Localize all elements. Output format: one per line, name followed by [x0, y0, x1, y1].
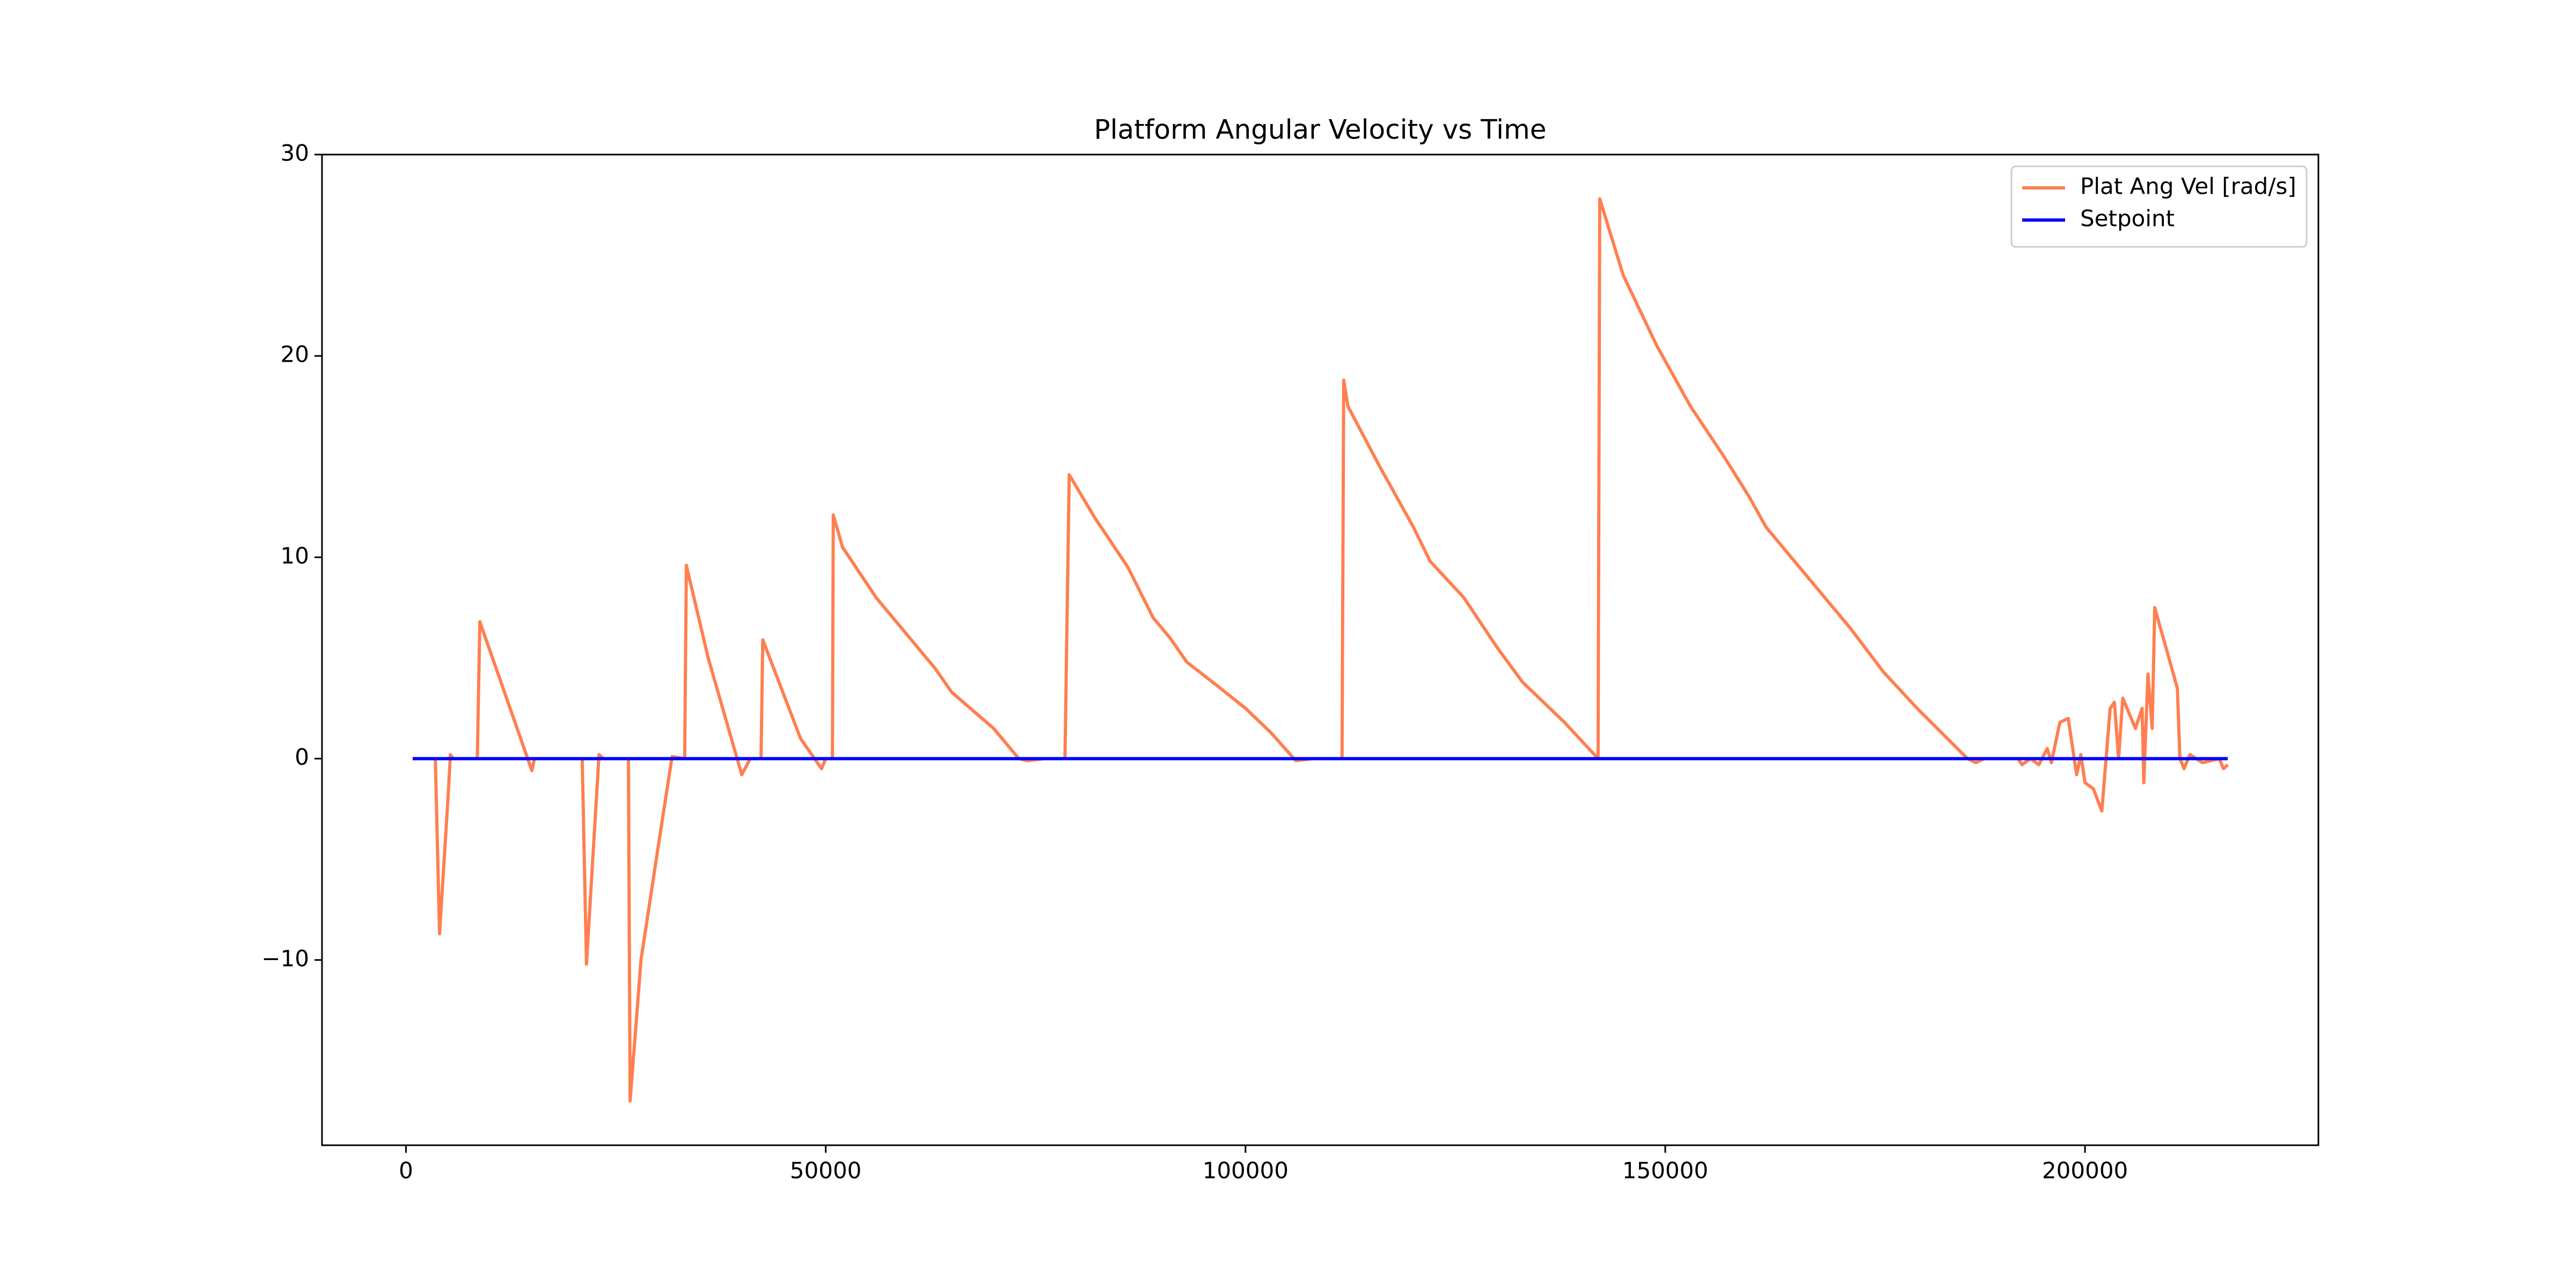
data-line [412, 197, 2229, 1103]
x-tick-label: 50000 [790, 1158, 862, 1184]
x-tick-label: 100000 [1203, 1158, 1289, 1184]
x-tick-label: 0 [399, 1158, 413, 1184]
x-tick-label: 200000 [2042, 1158, 2128, 1184]
plot-frame [321, 153, 2319, 1146]
y-tick-label: −10 [261, 945, 309, 971]
y-tick-label: 10 [281, 543, 309, 569]
legend-label: Setpoint [2080, 206, 2175, 232]
legend-label: Plat Ang Vel [rad/s] [2080, 173, 2296, 200]
y-tick-label: 30 [281, 140, 309, 166]
x-tick-label: 150000 [1622, 1158, 1708, 1184]
legend-box [2010, 165, 2308, 248]
chart-title: Platform Angular Velocity vs Time [1094, 114, 1547, 145]
y-tick-label: 20 [281, 341, 309, 368]
y-tick-label: 0 [295, 744, 309, 770]
